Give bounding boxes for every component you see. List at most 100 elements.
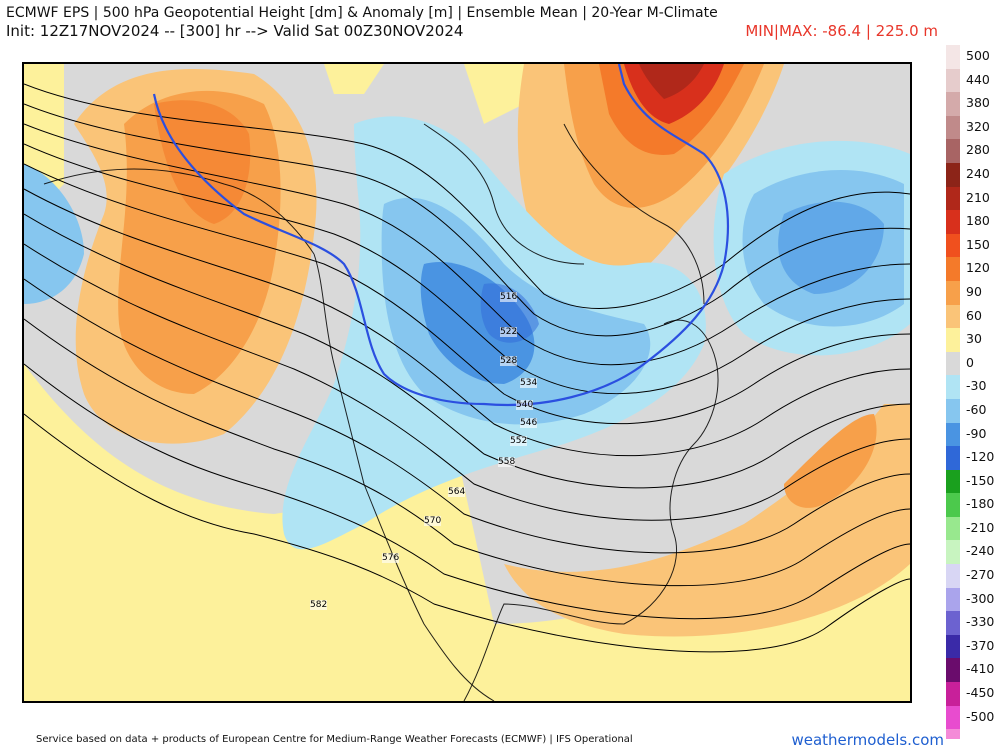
map-panel[interactable]: 516 522 528 534 540 546 552 558 564 570 … — [22, 62, 912, 703]
legend-label: -410 — [966, 661, 995, 677]
legend-swatch — [946, 469, 960, 494]
legend-swatch — [946, 92, 960, 116]
legend-entry: 30 — [946, 328, 1000, 352]
legend-entry: 240 — [946, 162, 1000, 187]
contour-label-576: 576 — [382, 553, 400, 563]
legend-swatch — [946, 516, 960, 541]
legend-swatch — [946, 446, 960, 470]
legend-entry: -30 — [946, 375, 1000, 399]
legend-swatch — [946, 280, 960, 305]
contour-label-564: 564 — [448, 487, 466, 497]
contour-label-516: 516 — [500, 292, 518, 302]
min-max-readout: MIN|MAX: -86.4 | 225.0 m — [745, 22, 938, 40]
legend-label: -300 — [966, 590, 995, 606]
legend-swatch — [946, 210, 960, 234]
legend-label: 320 — [966, 118, 990, 134]
contour-label-522: 522 — [500, 327, 518, 337]
legend-swatch — [946, 139, 960, 163]
brand-link[interactable]: weathermodels.com — [791, 731, 944, 749]
contour-label-528: 528 — [500, 356, 518, 366]
legend-entry: -90 — [946, 422, 1000, 447]
legend-entry: -270 — [946, 564, 1000, 588]
legend-swatch — [946, 257, 960, 281]
legend-label: 380 — [966, 95, 990, 111]
legend-swatch — [946, 682, 960, 706]
legend-entry: -60 — [946, 398, 1000, 423]
legend-label: 180 — [966, 213, 990, 229]
legend-label: -210 — [966, 519, 995, 535]
legend-label: -90 — [966, 425, 987, 441]
legend-entry: -150 — [946, 469, 1000, 494]
legend-swatch — [946, 375, 960, 399]
legend-entry: 440 — [946, 68, 1000, 93]
init-valid-line: Init: 12Z17NOV2024 -- [300] hr --> Valid… — [6, 22, 464, 40]
legend-label: 60 — [966, 307, 982, 323]
legend-swatch — [946, 162, 960, 187]
legend-swatch — [946, 304, 960, 329]
legend-swatch — [946, 45, 960, 69]
legend-entry: -180 — [946, 493, 1000, 517]
legend-entry: -120 — [946, 446, 1000, 470]
legend-entry: 280 — [946, 139, 1000, 163]
legend-entry: -450 — [946, 682, 1000, 706]
legend-entry: -410 — [946, 658, 1000, 683]
legend-swatch — [946, 115, 960, 140]
legend-label: -270 — [966, 567, 995, 583]
legend-label: -240 — [966, 543, 995, 559]
legend-swatch — [946, 328, 960, 352]
contour-label-558: 558 — [498, 457, 516, 467]
legend-label: -370 — [966, 637, 995, 653]
chart-title: ECMWF EPS | 500 hPa Geopotential Height … — [6, 5, 718, 21]
legend-swatch — [946, 658, 960, 683]
legend-entry: -500 — [946, 705, 1000, 730]
zero-anomaly-contour — [152, 64, 730, 407]
legend-swatch — [946, 705, 960, 730]
legend-swatch — [946, 68, 960, 93]
contour-label-570: 570 — [424, 516, 442, 526]
legend-label: -330 — [966, 614, 995, 630]
legend-label: -450 — [966, 685, 995, 701]
legend-swatch — [946, 564, 960, 588]
color-legend: 500 440 380 320 280 240 210 180 150 120 90 60 30 0 -30… — [946, 45, 1000, 740]
legend-entry: -370 — [946, 634, 1000, 659]
legend-label: 120 — [966, 260, 990, 276]
attribution-text: Service based on data + products of Euro… — [36, 734, 633, 745]
legend-swatch — [946, 422, 960, 447]
contour-label-546: 546 — [520, 418, 538, 428]
legend-label: 150 — [966, 236, 990, 252]
legend-entry: 210 — [946, 186, 1000, 211]
legend-label: 30 — [966, 331, 982, 347]
legend-label: 0 — [966, 354, 974, 370]
legend-entry: 150 — [946, 233, 1000, 258]
contour-label-552: 552 — [510, 436, 528, 446]
legend-label: 440 — [966, 71, 990, 87]
contour-label-534: 534 — [520, 378, 538, 388]
legend-swatch — [946, 611, 960, 635]
legend-entry: -210 — [946, 516, 1000, 541]
legend-label: -180 — [966, 496, 995, 512]
legend-entry: -330 — [946, 611, 1000, 635]
legend-label: 210 — [966, 189, 990, 205]
legend-entry: 500 — [946, 45, 1000, 69]
legend-label: -120 — [966, 449, 995, 465]
legend-entry: -240 — [946, 540, 1000, 565]
coastlines — [43, 123, 719, 701]
legend-label: -150 — [966, 472, 995, 488]
map-canvas — [24, 64, 910, 701]
contour-label-540: 540 — [516, 400, 534, 410]
legend-entry: 0 — [946, 351, 1000, 376]
legend-label: 90 — [966, 283, 982, 299]
legend-swatch — [946, 587, 960, 612]
legend-entry: 320 — [946, 115, 1000, 140]
legend-swatch — [946, 233, 960, 258]
legend-swatch — [946, 186, 960, 211]
legend-label: 280 — [966, 142, 990, 158]
contour-label-582: 582 — [310, 600, 328, 610]
legend-swatch — [946, 398, 960, 423]
legend-entry: 90 — [946, 280, 1000, 305]
legend-swatch — [946, 540, 960, 565]
legend-entry: 120 — [946, 257, 1000, 281]
legend-swatch — [946, 634, 960, 659]
legend-label: 500 — [966, 48, 990, 63]
legend-entry: 380 — [946, 92, 1000, 116]
